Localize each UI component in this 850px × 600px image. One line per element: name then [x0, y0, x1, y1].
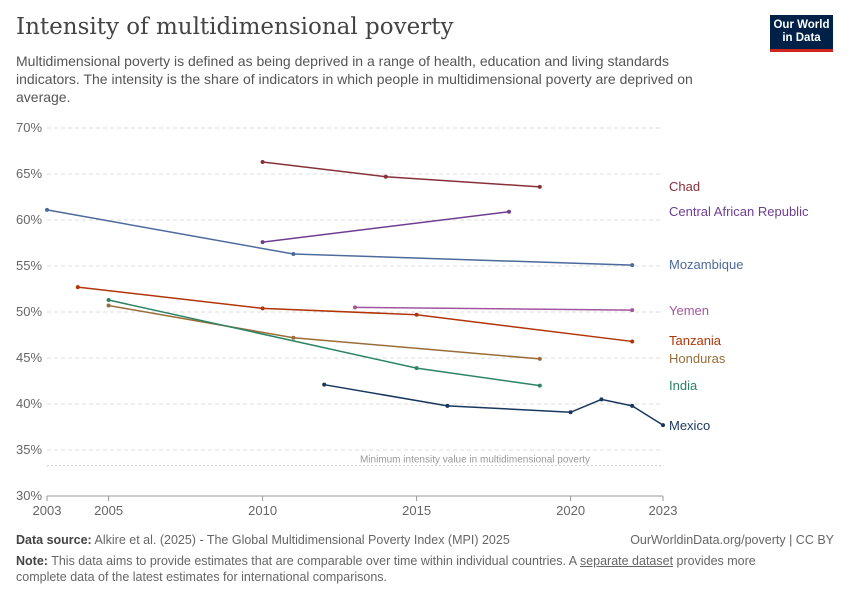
- series-label: Mexico: [669, 418, 710, 433]
- series-label: Tanzania: [669, 333, 722, 348]
- note-text-end: provides more complete data of the lates…: [16, 554, 756, 584]
- y-tick-label: 60%: [16, 212, 42, 227]
- series-line-honduras: [108, 304, 540, 360]
- x-tick-label: 2003: [33, 503, 62, 518]
- owid-logo[interactable]: Our World in Data: [770, 15, 833, 52]
- data-point: [260, 306, 265, 311]
- min-intensity-label: Minimum intensity value in multidimensio…: [360, 455, 590, 466]
- line-chart: 30% 35% 40% 45% 50% 55% 60% 65% 70% 2003 2005 2010 2…: [16, 120, 809, 518]
- data-point: [630, 308, 635, 313]
- data-point: [507, 209, 511, 214]
- series-line-yemen: [354, 306, 633, 311]
- y-tick-label: 70%: [16, 120, 42, 135]
- data-point: [568, 410, 573, 415]
- data-point: [322, 382, 327, 387]
- credit[interactable]: OurWorldinData.org/poverty | CC BY: [630, 533, 834, 547]
- data-point: [661, 423, 665, 428]
- data-source: Data source: Alkire et al. (2025) - The …: [16, 533, 510, 547]
- y-tick-label: 55%: [16, 258, 42, 273]
- series-line-india: [108, 299, 540, 387]
- y-tick-label: 65%: [16, 166, 42, 181]
- y-tick-label: 30%: [16, 488, 42, 503]
- series-label: India: [669, 378, 698, 393]
- y-tick-label: 35%: [16, 442, 42, 457]
- data-point: [353, 305, 357, 310]
- data-point: [291, 335, 296, 340]
- series-label: Honduras: [669, 351, 726, 366]
- series-label: Mozambique: [669, 257, 743, 272]
- y-tick-label: 50%: [16, 304, 42, 319]
- x-tick-label: 2015: [402, 503, 431, 518]
- x-tick-label: 2010: [248, 503, 277, 518]
- data-point: [630, 263, 635, 268]
- data-point: [630, 339, 635, 344]
- series-line-central-african-republic: [262, 210, 510, 243]
- data-point: [537, 184, 542, 189]
- separate-dataset-link[interactable]: separate dataset: [579, 554, 674, 568]
- subtitle: Multidimensional poverty is defined as b…: [16, 53, 693, 105]
- data-point: [414, 312, 419, 317]
- data-point: [260, 240, 265, 245]
- y-tick-label: 45%: [16, 350, 42, 365]
- data-point: [445, 403, 450, 408]
- x-tick-label: 2023: [649, 503, 678, 518]
- data-point: [630, 403, 635, 408]
- series-label: Central African Republic: [669, 204, 809, 219]
- series-line-mozambique: [46, 209, 633, 266]
- source-label: Data source:: [16, 533, 92, 547]
- source-text[interactable]: Alkire et al. (2025) - The Global Multid…: [94, 533, 510, 547]
- x-tick-label: 2020: [556, 503, 585, 518]
- note: Note: This data aims to provide estimate…: [16, 553, 806, 585]
- note-label: Note:: [16, 554, 48, 568]
- data-point: [106, 303, 111, 308]
- data-point: [537, 356, 542, 361]
- data-point: [537, 383, 542, 388]
- data-point: [599, 397, 604, 402]
- data-point: [291, 252, 296, 257]
- data-point: [260, 160, 265, 165]
- series-line-mexico: [324, 383, 664, 426]
- series-label: Yemen: [669, 303, 709, 318]
- y-tick-label: 40%: [16, 396, 42, 411]
- data-point: [75, 285, 80, 290]
- series-line-tanzania: [77, 286, 633, 343]
- series-label: Chad: [669, 179, 700, 194]
- data-point: [106, 298, 111, 303]
- data-point: [383, 174, 388, 179]
- note-text: This data aims to provide estimates that…: [51, 554, 580, 568]
- page-title: Intensity of multidimensional poverty: [16, 14, 454, 40]
- data-point: [414, 366, 419, 371]
- data-point: [45, 207, 49, 212]
- x-tick-label: 2005: [94, 503, 123, 518]
